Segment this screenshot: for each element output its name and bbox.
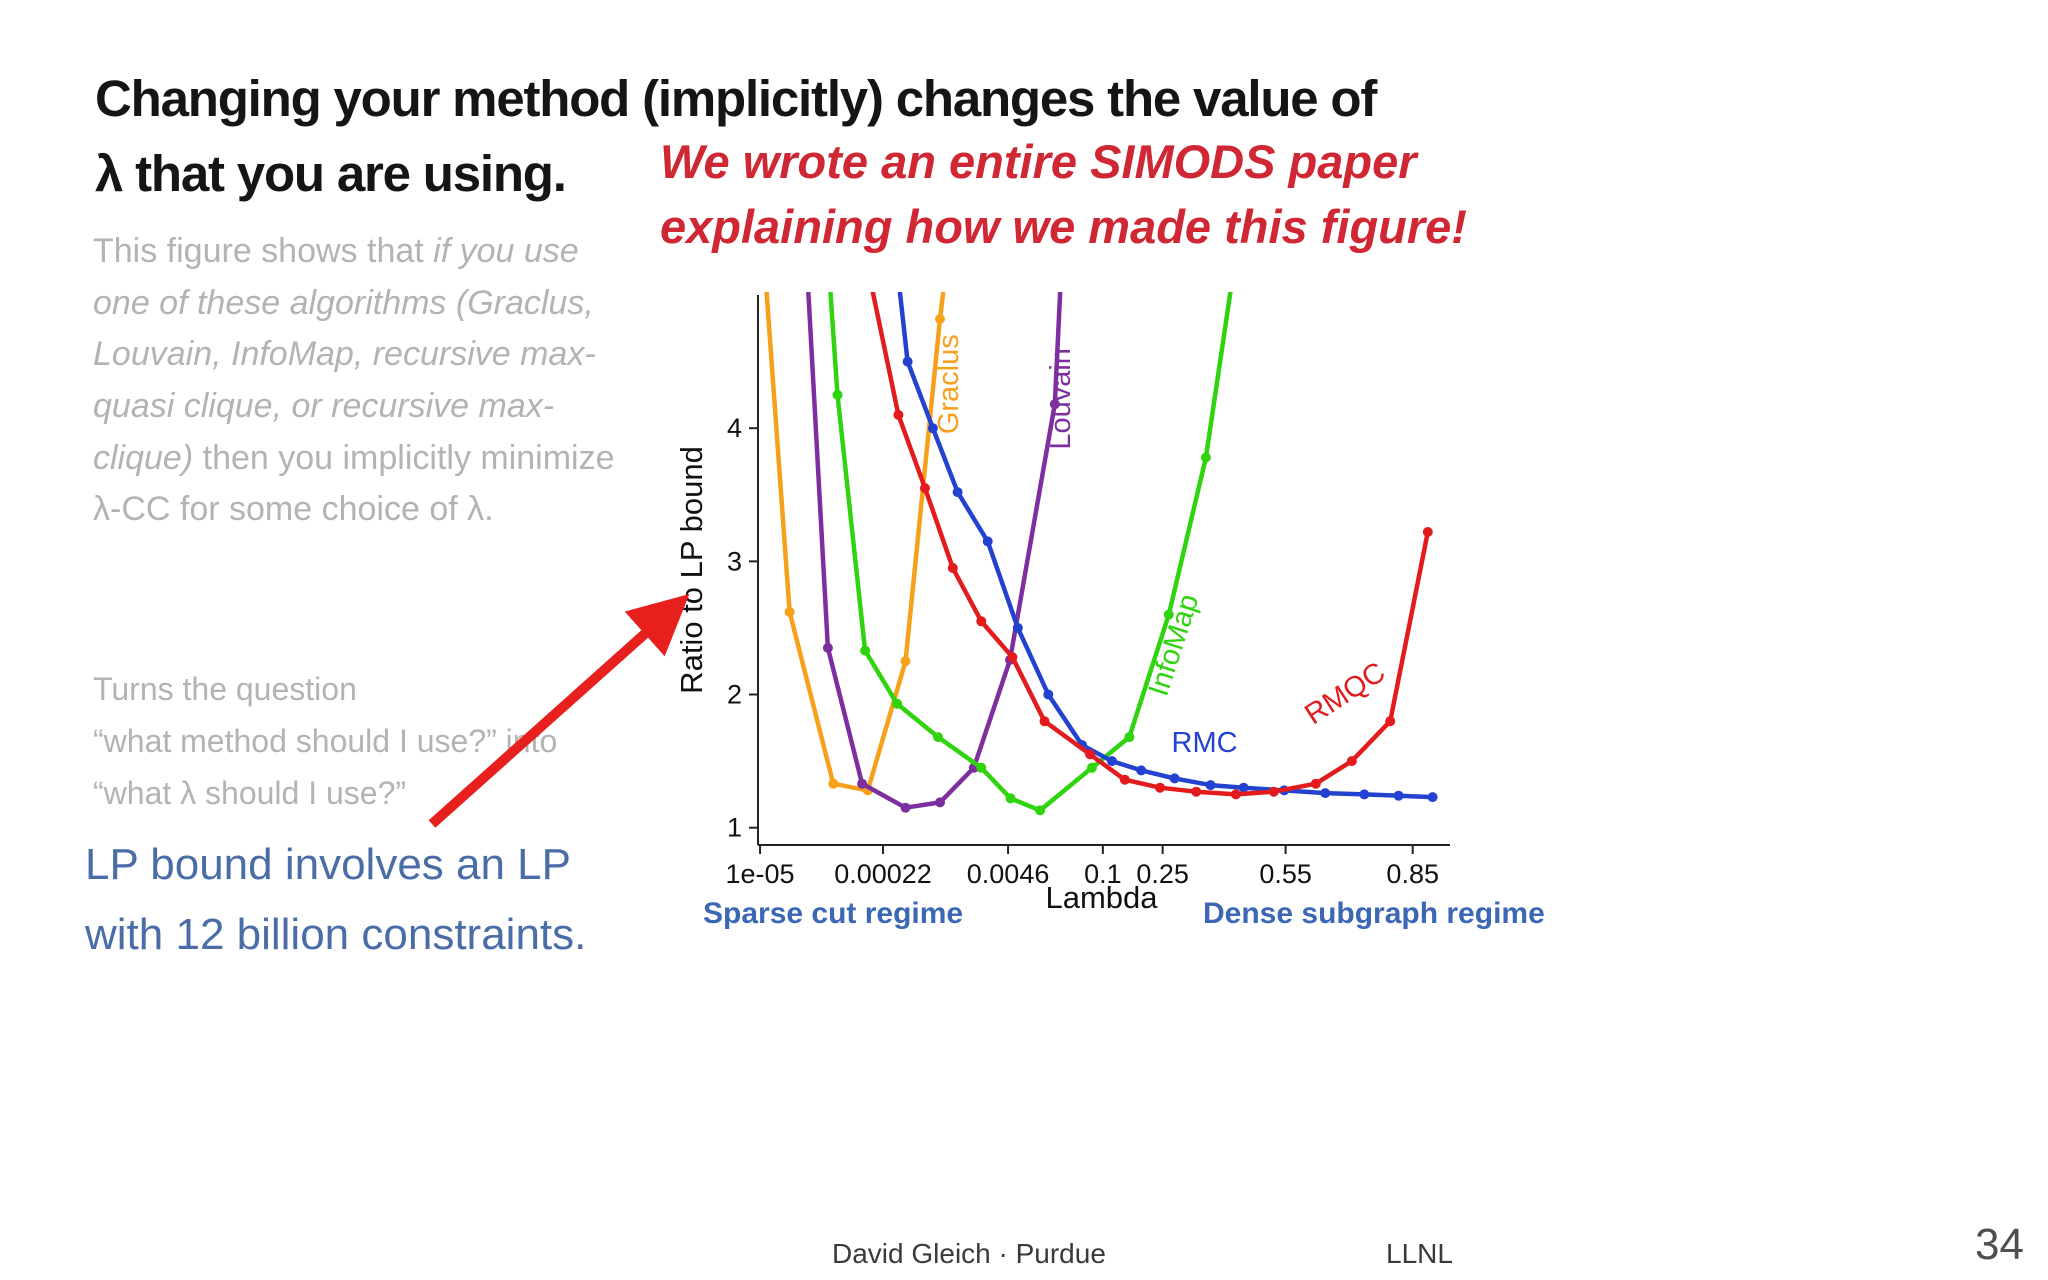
series-point-Graclus: [900, 656, 911, 667]
series-point-RMC: [902, 356, 913, 367]
series-point-InfoMap: [1124, 732, 1135, 743]
slide-title-line2: λ that you are using.: [95, 144, 567, 202]
slide-number: 34: [1975, 1220, 2024, 1269]
series-point-RMC: [1393, 790, 1404, 801]
series-label-Louvain: Louvain: [1045, 348, 1077, 450]
series-point-InfoMap: [1163, 609, 1174, 620]
series-point-RMQC: [893, 409, 904, 420]
series-line-RMC: [897, 292, 1435, 800]
series-point-RMC: [952, 487, 963, 498]
series-point-RMC: [1205, 780, 1216, 791]
series-Graclus: [764, 292, 946, 796]
question-line1: Turns the question: [93, 671, 357, 707]
x-tick-label: 0.1: [1084, 859, 1122, 889]
simods-annotation: We wrote an entire SIMODS paper explaini…: [660, 130, 1560, 260]
question-line2: “what method should I use?” into: [93, 722, 558, 759]
series-label-RMC: RMC: [1172, 727, 1238, 759]
series-point-RMC: [1238, 782, 1249, 793]
series-point-InfoMap: [1200, 452, 1211, 463]
series-point-RMC: [927, 423, 938, 434]
question-text: Turns the question “what method should I…: [93, 664, 633, 819]
series-point-Louvain: [822, 642, 833, 653]
y-axis-title: Ratio to LP bound: [680, 446, 709, 694]
series-InfoMap: [828, 292, 1233, 816]
figure-description: This figure shows that if you use one of…: [93, 226, 638, 536]
series-point-RMQC: [1155, 782, 1165, 793]
series-point-RMQC: [1085, 749, 1096, 760]
series-point-Louvain: [857, 778, 868, 789]
lambda-ratio-chart: 1e-05 0.00022 0.0046 0.1 0.25 0.55 0.85 1 2 3 4 Rat…: [680, 292, 1450, 915]
series-point-RMC: [982, 536, 993, 547]
figure-description-normal2: then you implicitly minimize λ-CC for so…: [93, 438, 615, 529]
series-point-RMC: [1169, 773, 1180, 784]
series-point-Louvain: [935, 797, 945, 808]
series-RMC: [897, 292, 1438, 803]
series-label-RMQC: RMQC: [1299, 656, 1391, 731]
simods-annotation-line1: We wrote an entire SIMODS paper: [660, 135, 1417, 188]
series-point-RMQC: [1007, 652, 1018, 663]
series-label-InfoMap: InfoMap: [1143, 590, 1206, 700]
series-point-Louvain: [1049, 399, 1060, 410]
series-point-InfoMap: [832, 389, 843, 400]
x-tick-label: 0.00022: [834, 859, 932, 889]
simods-annotation-line2: explaining how we made this figure!: [660, 199, 1467, 253]
series-point-RMC: [1359, 789, 1370, 800]
series-point-RMQC: [1268, 786, 1279, 797]
series-point-RMQC: [1119, 774, 1130, 785]
series-point-Graclus: [828, 778, 839, 789]
sparse-regime-label: Sparse cut regime: [703, 897, 964, 930]
series-line-Graclus: [764, 292, 946, 793]
series-point-InfoMap: [860, 645, 871, 656]
figure-description-italic: if you use one of these algorithms (Grac…: [93, 232, 596, 477]
lp-bound-note-line2: with 12 billion constraints.: [85, 910, 587, 960]
series-point-RMC: [1136, 765, 1147, 776]
series-point-InfoMap: [1035, 805, 1046, 816]
figure-description-normal1: This figure shows that: [93, 232, 434, 270]
series-point-RMC: [1012, 622, 1023, 633]
y-tick-label: 3: [727, 546, 742, 576]
series-Louvain: [806, 292, 1063, 813]
series-point-RMQC: [1230, 789, 1241, 800]
lp-bound-note-line1: LP bound involves an LP: [85, 840, 571, 889]
footer-credit: David Gleich · Purdue: [832, 1238, 1106, 1269]
series-point-Graclus: [935, 314, 945, 324]
y-tick-label: 2: [727, 680, 742, 710]
series-point-InfoMap: [976, 762, 987, 773]
series-point-RMQC: [1385, 716, 1396, 727]
x-tick-label: 0.85: [1386, 859, 1439, 889]
x-axis-title: Lambda: [1045, 880, 1158, 915]
slide-title: Changing your method (implicitly) change…: [95, 62, 1555, 211]
series-point-Graclus: [784, 606, 795, 617]
slide-title-line1: Changing your method (implicitly) change…: [95, 70, 1377, 128]
y-tick-label: 1: [727, 813, 742, 843]
dense-regime-label: Dense subgraph regime: [1203, 897, 1545, 930]
series-point-RMQC: [1346, 756, 1357, 767]
series-point-InfoMap: [892, 698, 903, 709]
x-tick-label: 0.0046: [967, 859, 1050, 889]
series-point-RMQC: [1191, 786, 1202, 797]
x-tick-label: 1e-05: [726, 859, 795, 889]
series-point-RMQC: [1039, 716, 1050, 727]
series-point-RMC: [1320, 788, 1331, 799]
question-line3: “what λ should I use?”: [93, 774, 407, 811]
series-point-InfoMap: [1086, 762, 1097, 773]
series-point-RMC: [1107, 756, 1117, 767]
series-point-RMQC: [976, 616, 987, 627]
x-tick-label: 0.55: [1259, 859, 1312, 889]
x-tick-label: 0.25: [1136, 859, 1189, 889]
series-point-RMC: [1427, 792, 1438, 803]
series-point-Louvain: [900, 802, 911, 813]
y-tick-label: 4: [727, 413, 742, 443]
series-point-RMQC: [947, 563, 958, 573]
series-point-RMQC: [1310, 778, 1321, 789]
series-point-InfoMap: [933, 732, 944, 743]
series-point-RMQC: [920, 483, 930, 494]
footer-venue: LLNL: [1386, 1238, 1453, 1269]
lp-bound-note: LP bound involves an LP with 12 billion …: [85, 830, 785, 971]
series-RMQC: [870, 292, 1433, 800]
series-point-RMQC: [1422, 527, 1433, 537]
series-point-InfoMap: [1005, 793, 1016, 804]
series-point-RMC: [1043, 689, 1054, 700]
series-label-Graclus: Graclus: [933, 334, 965, 434]
